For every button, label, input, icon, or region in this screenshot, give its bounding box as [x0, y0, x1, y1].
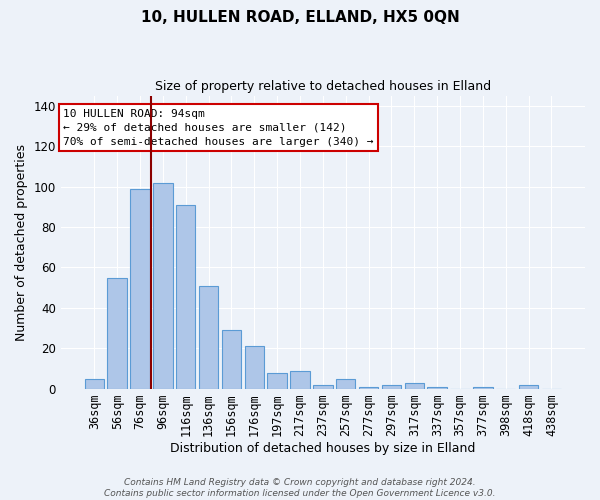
Bar [313, 385, 332, 389]
Bar [199, 286, 218, 389]
Bar [130, 188, 150, 389]
Bar [222, 330, 241, 389]
Bar [153, 182, 173, 389]
X-axis label: Distribution of detached houses by size in Elland: Distribution of detached houses by size … [170, 442, 476, 455]
Bar [85, 378, 104, 389]
Text: 10 HULLEN ROAD: 94sqm
← 29% of detached houses are smaller (142)
70% of semi-det: 10 HULLEN ROAD: 94sqm ← 29% of detached … [64, 109, 374, 147]
Text: Contains HM Land Registry data © Crown copyright and database right 2024.
Contai: Contains HM Land Registry data © Crown c… [104, 478, 496, 498]
Bar [519, 385, 538, 389]
Text: 10, HULLEN ROAD, ELLAND, HX5 0QN: 10, HULLEN ROAD, ELLAND, HX5 0QN [140, 10, 460, 25]
Bar [382, 385, 401, 389]
Y-axis label: Number of detached properties: Number of detached properties [15, 144, 28, 340]
Bar [245, 346, 264, 389]
Bar [359, 387, 379, 389]
Bar [427, 387, 447, 389]
Bar [404, 383, 424, 389]
Bar [176, 205, 196, 389]
Title: Size of property relative to detached houses in Elland: Size of property relative to detached ho… [155, 80, 491, 93]
Bar [268, 372, 287, 389]
Bar [473, 387, 493, 389]
Bar [290, 370, 310, 389]
Bar [336, 378, 355, 389]
Bar [107, 278, 127, 389]
